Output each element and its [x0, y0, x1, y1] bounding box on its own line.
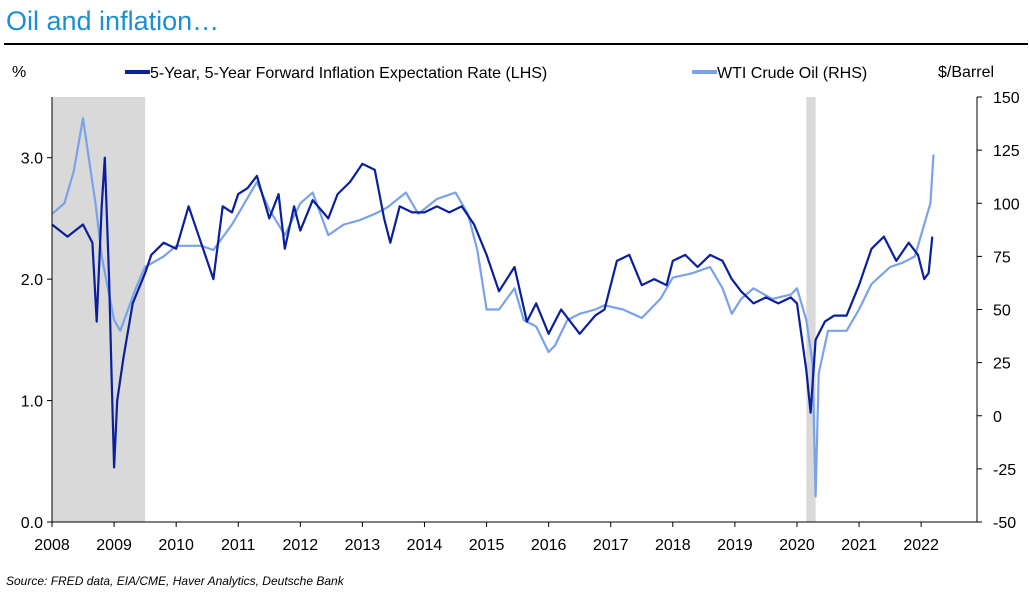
x-tick-label: 2018	[655, 537, 691, 554]
series-line-wti	[51, 117, 935, 498]
x-tick-label: 2021	[841, 537, 877, 554]
x-tick-label: 2020	[779, 537, 815, 554]
left-tick-label: 2.0	[21, 272, 43, 289]
right-tick-label: -25	[993, 462, 1016, 479]
right-tick-label: 100	[993, 196, 1020, 213]
x-tick-label: 2022	[903, 537, 939, 554]
x-tick-label: 2015	[469, 537, 505, 554]
x-tick-label: 2017	[593, 537, 629, 554]
right-axis-unit: $/Barrel	[938, 64, 994, 81]
x-tick-label: 2009	[96, 537, 132, 554]
right-tick-label: 75	[993, 249, 1011, 266]
x-tick-label: 2011	[221, 537, 256, 554]
right-tick-label: -50	[993, 515, 1016, 532]
legend-label-inflation: 5-Year, 5-Year Forward Inflation Expecta…	[150, 65, 547, 82]
left-tick-label: 1.0	[21, 394, 43, 411]
left-axis-unit: %	[12, 64, 26, 81]
title-rule	[4, 43, 1028, 45]
chart-title: Oil and inflation…	[6, 6, 220, 36]
right-tick-label: 50	[993, 303, 1011, 320]
recession-band-1	[806, 97, 816, 522]
series-lines	[51, 117, 935, 498]
left-tick-label: 3.0	[21, 151, 43, 168]
x-tick-label: 2014	[407, 537, 443, 554]
right-tick-label: 25	[993, 356, 1011, 373]
x-tick-label: 2019	[717, 537, 753, 554]
x-tick-label: 2012	[283, 537, 319, 554]
recession-shading	[52, 97, 816, 522]
recession-band-0	[52, 97, 146, 522]
tick-labels: 0.0 1.0 2.0 3.0 -50 -25 0 25 50 75 100 125 150 2008 20…	[21, 90, 1020, 554]
axes	[47, 96, 982, 527]
legend-label-wti: WTI Crude Oil (RHS)	[717, 65, 867, 82]
right-tick-label: 150	[993, 90, 1020, 107]
source-note: Source: FRED data, EIA/CME, Haver Analyt…	[6, 574, 344, 588]
right-tick-label: 0	[993, 409, 1002, 426]
x-tick-label: 2016	[531, 537, 567, 554]
left-tick-label: 0.0	[21, 515, 43, 532]
x-tick-label: 2013	[345, 537, 381, 554]
x-tick-label: 2008	[34, 537, 70, 554]
right-tick-label: 125	[993, 143, 1020, 160]
x-tick-label: 2010	[158, 537, 194, 554]
series-line-inflation	[51, 156, 934, 469]
